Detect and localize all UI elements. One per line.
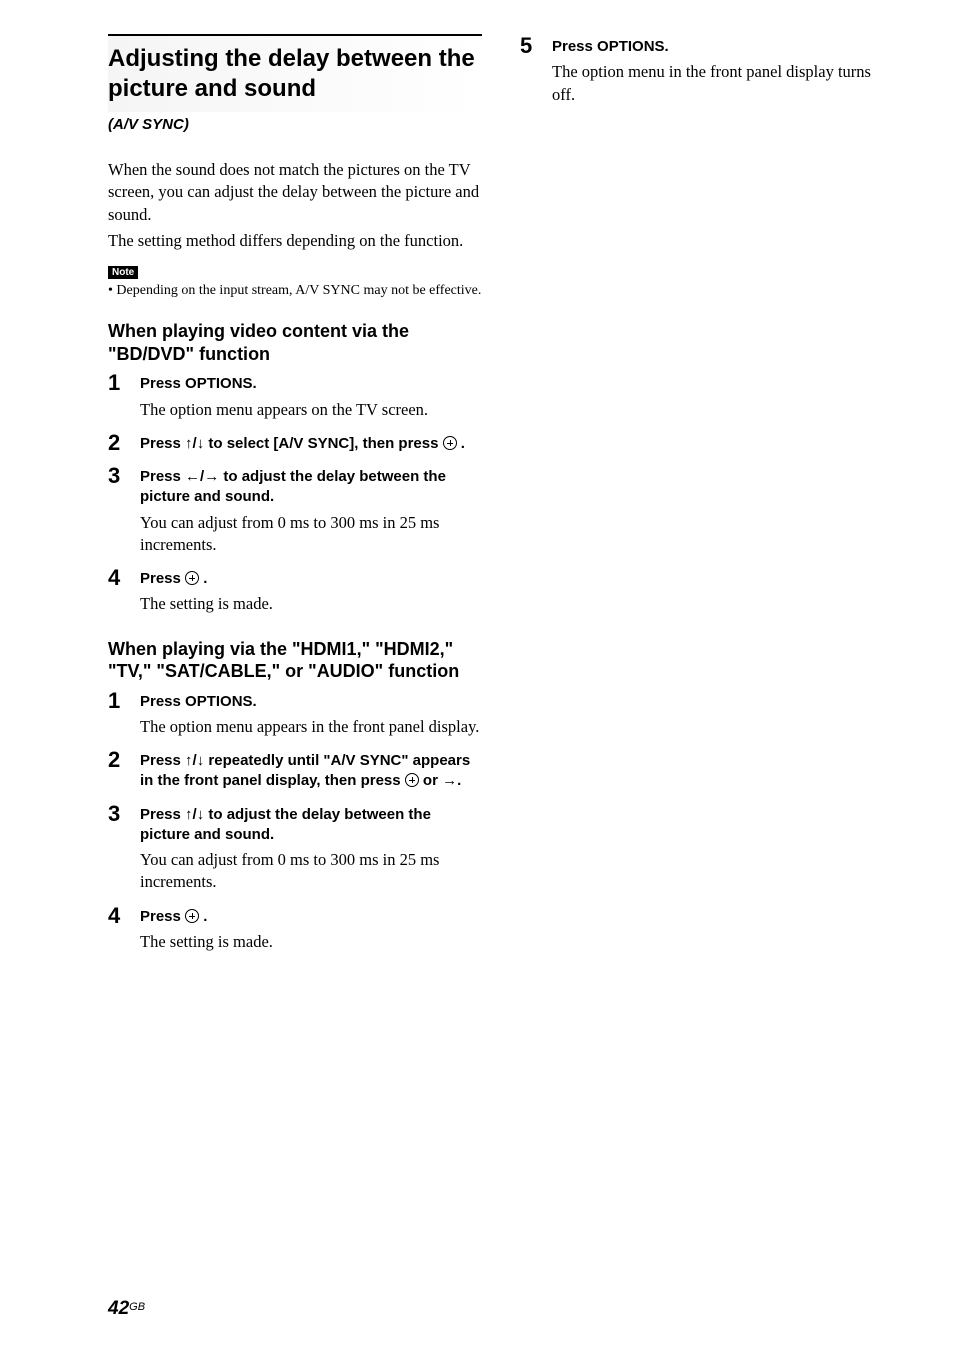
arrows-icon: ↑/↓: [185, 806, 204, 823]
step-number: 4: [108, 566, 140, 590]
main-heading: Adjusting the delay between the picture …: [108, 34, 482, 112]
step-number: 2: [108, 431, 140, 455]
arrows-icon: ↑/↓: [185, 752, 204, 769]
step-description: The option menu in the front panel displ…: [552, 61, 894, 106]
step-row: 3 Press ↑/↓ to adjust the delay between …: [108, 802, 482, 898]
step-description: The option menu appears in the front pan…: [140, 716, 482, 738]
note-label: Note: [108, 266, 138, 279]
step-description: The setting is made.: [140, 593, 482, 615]
step-description: The option menu appears on the TV screen…: [140, 399, 482, 421]
intro-paragraph-1: When the sound does not match the pictur…: [108, 159, 482, 226]
page-number-suffix: GB: [129, 1301, 145, 1313]
step-description: You can adjust from 0 ms to 300 ms in 25…: [140, 512, 482, 557]
step-instruction: Press ←/→ to adjust the delay between th…: [140, 467, 482, 508]
page-number-value: 42: [108, 1298, 129, 1319]
step-row: 1 Press OPTIONS. The option menu appears…: [108, 689, 482, 743]
enter-icon: [185, 571, 199, 585]
step-row: 4 Press . The setting is made.: [108, 904, 482, 958]
sub-heading: (A/V SYNC): [108, 116, 482, 133]
arrows-icon: ↑/↓: [185, 435, 204, 452]
step-instruction: Press ↑/↓ repeatedly until "A/V SYNC" ap…: [140, 751, 482, 792]
enter-icon: [405, 773, 419, 787]
step-row: 2 Press ↑/↓ to select [A/V SYNC], then p…: [108, 431, 482, 458]
step-number: 3: [108, 802, 140, 826]
enter-icon: [443, 436, 457, 450]
step-row: 5 Press OPTIONS. The option menu in the …: [520, 34, 894, 110]
step-number: 1: [108, 371, 140, 395]
arrows-icon: ←/→: [185, 468, 219, 485]
section-bd-dvd: When playing video content via the "BD/D…: [108, 320, 482, 619]
note-text: • Depending on the input stream, A/V SYN…: [108, 282, 482, 300]
step-description: The setting is made.: [140, 931, 482, 953]
step-number: 3: [108, 464, 140, 488]
step-instruction: Press OPTIONS.: [140, 374, 482, 394]
step-number: 1: [108, 689, 140, 713]
page-number: 42GB: [108, 1298, 145, 1320]
step-description: You can adjust from 0 ms to 300 ms in 25…: [140, 849, 482, 894]
section-heading: When playing via the "HDMI1," "HDMI2," "…: [108, 638, 482, 683]
step-instruction: Press OPTIONS.: [552, 37, 894, 57]
step-instruction: Press .: [140, 907, 482, 927]
step-instruction: Press ↑/↓ to adjust the delay between th…: [140, 805, 482, 846]
section-hdmi: When playing via the "HDMI1," "HDMI2," "…: [108, 638, 482, 958]
enter-icon: [185, 909, 199, 923]
intro-paragraph-2: The setting method differs depending on …: [108, 230, 482, 252]
step-instruction: Press OPTIONS.: [140, 692, 482, 712]
step-number: 2: [108, 748, 140, 772]
step-row: 4 Press . The setting is made.: [108, 566, 482, 620]
step-row: 1 Press OPTIONS. The option menu appears…: [108, 371, 482, 425]
section-heading: When playing video content via the "BD/D…: [108, 320, 482, 365]
step-number: 5: [520, 34, 552, 58]
left-column: Adjusting the delay between the picture …: [108, 34, 482, 975]
right-column: 5 Press OPTIONS. The option menu in the …: [520, 34, 894, 975]
step-row: 2 Press ↑/↓ repeatedly until "A/V SYNC" …: [108, 748, 482, 796]
step-instruction: Press ↑/↓ to select [A/V SYNC], then pre…: [140, 434, 482, 454]
step-instruction: Press .: [140, 569, 482, 589]
step-row: 3 Press ←/→ to adjust the delay between …: [108, 464, 482, 560]
step-number: 4: [108, 904, 140, 928]
